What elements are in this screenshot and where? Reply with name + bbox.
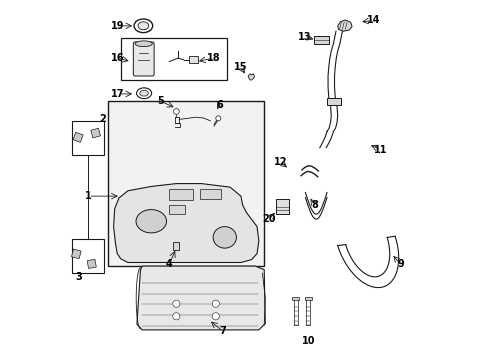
Text: 11: 11 bbox=[373, 144, 386, 154]
Text: 1: 1 bbox=[85, 191, 92, 201]
Circle shape bbox=[173, 109, 179, 114]
Ellipse shape bbox=[134, 19, 152, 33]
Text: 17: 17 bbox=[110, 89, 123, 99]
Polygon shape bbox=[113, 184, 258, 262]
Bar bbox=[121, 39, 226, 80]
Bar bbox=[169, 205, 185, 214]
Text: 18: 18 bbox=[207, 53, 221, 63]
Polygon shape bbox=[137, 266, 265, 330]
Text: 20: 20 bbox=[262, 215, 275, 224]
Bar bbox=[305, 298, 310, 325]
Text: 8: 8 bbox=[310, 200, 317, 210]
FancyBboxPatch shape bbox=[87, 259, 96, 269]
Bar bbox=[199, 189, 221, 199]
Text: 16: 16 bbox=[110, 53, 123, 63]
Circle shape bbox=[212, 300, 219, 307]
Text: 10: 10 bbox=[302, 336, 315, 346]
Bar bbox=[188, 56, 198, 63]
FancyBboxPatch shape bbox=[71, 249, 81, 259]
Ellipse shape bbox=[136, 210, 166, 233]
Circle shape bbox=[172, 300, 180, 307]
Text: 3: 3 bbox=[75, 272, 82, 282]
Bar bbox=[72, 239, 104, 273]
Ellipse shape bbox=[136, 88, 151, 99]
Ellipse shape bbox=[138, 22, 148, 30]
Circle shape bbox=[172, 313, 180, 320]
Bar bbox=[108, 101, 264, 266]
Text: 4: 4 bbox=[165, 259, 172, 269]
Ellipse shape bbox=[135, 41, 152, 46]
Bar bbox=[304, 297, 311, 300]
Text: 5: 5 bbox=[157, 96, 163, 106]
Text: 19: 19 bbox=[110, 21, 123, 31]
Text: 9: 9 bbox=[396, 259, 403, 269]
Polygon shape bbox=[337, 20, 351, 31]
Bar bbox=[72, 121, 104, 155]
Ellipse shape bbox=[140, 90, 148, 96]
Text: 6: 6 bbox=[216, 100, 223, 110]
Text: 15: 15 bbox=[234, 62, 247, 72]
Bar bbox=[293, 298, 297, 325]
Text: 2: 2 bbox=[99, 114, 106, 124]
Circle shape bbox=[215, 116, 221, 121]
FancyBboxPatch shape bbox=[133, 42, 154, 76]
Text: 13: 13 bbox=[297, 32, 311, 41]
FancyBboxPatch shape bbox=[91, 128, 101, 138]
Bar bbox=[169, 189, 192, 200]
Circle shape bbox=[212, 313, 219, 320]
FancyBboxPatch shape bbox=[73, 132, 83, 143]
Bar bbox=[275, 199, 289, 214]
Bar bbox=[314, 36, 328, 44]
Text: 14: 14 bbox=[366, 15, 380, 26]
Polygon shape bbox=[247, 74, 254, 80]
Bar bbox=[326, 98, 340, 105]
Ellipse shape bbox=[213, 226, 236, 248]
Text: 7: 7 bbox=[219, 326, 226, 336]
Bar bbox=[172, 242, 179, 250]
Text: 12: 12 bbox=[273, 157, 286, 167]
Bar bbox=[292, 297, 299, 300]
